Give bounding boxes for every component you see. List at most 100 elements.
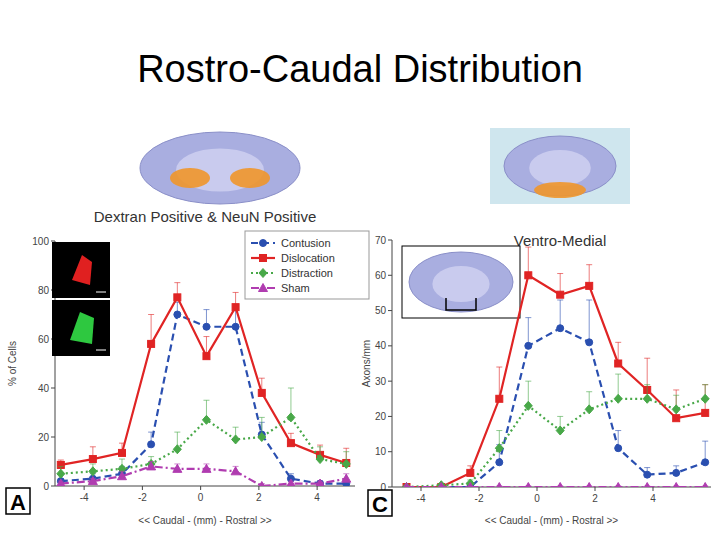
- x-tick-label: -2: [475, 493, 484, 504]
- y-tick-label: 80: [38, 285, 50, 296]
- error-cap: [148, 314, 154, 315]
- data-point: [644, 471, 651, 478]
- data-point: [525, 342, 532, 349]
- legend-label: Dislocation: [281, 252, 335, 264]
- error-stem: [589, 300, 590, 342]
- error-bar: [557, 300, 563, 328]
- data-point: [524, 401, 532, 410]
- error-stem: [151, 315, 152, 344]
- data-point: [147, 462, 156, 470]
- data-point: [316, 479, 325, 486]
- data-point: [702, 459, 709, 466]
- data-point: [342, 474, 351, 482]
- error-cap: [58, 460, 64, 461]
- series-line: [61, 315, 346, 484]
- data-point: [643, 394, 651, 403]
- data-point: [701, 394, 709, 403]
- error-cap: [343, 448, 349, 449]
- error-cap: [615, 342, 621, 343]
- data-point: [232, 304, 239, 311]
- x-tick: [653, 487, 654, 491]
- data-point: [402, 483, 411, 488]
- cord-section: [140, 132, 300, 204]
- data-point: [495, 444, 503, 453]
- x-tick-label: -4: [417, 493, 426, 504]
- y-axis-label: Axons/mm: [361, 340, 372, 387]
- error-cap: [496, 430, 502, 431]
- y-tick-label: 0: [43, 481, 49, 492]
- data-point: [56, 479, 65, 486]
- data-point: [89, 467, 97, 476]
- error-cap: [58, 466, 64, 467]
- x-tick-label: 0: [198, 492, 204, 503]
- data-point: [586, 282, 593, 289]
- y-tick-label: 40: [375, 340, 387, 351]
- data-point: [496, 395, 503, 402]
- data-point: [615, 445, 622, 452]
- error-cap: [233, 427, 239, 428]
- error-cap: [586, 391, 592, 392]
- series: [57, 388, 350, 478]
- y-axis-label: % of Cells: [7, 341, 18, 386]
- data-point: [258, 389, 265, 396]
- error-cap: [525, 247, 531, 248]
- y-axis: [392, 240, 393, 487]
- x-tick-label: 2: [256, 492, 262, 503]
- y-tick: [51, 437, 55, 438]
- data-point: [672, 405, 680, 414]
- data-point: [57, 469, 65, 478]
- data-point: [203, 323, 210, 330]
- data-point: [174, 294, 181, 301]
- data-point: [118, 449, 125, 456]
- y-tick-label: 70: [375, 235, 387, 246]
- x-tick-label: -2: [138, 492, 147, 503]
- error-cap: [615, 374, 621, 375]
- data-point: [556, 426, 564, 435]
- y-tick: [388, 310, 392, 311]
- x-tick-label: 2: [592, 493, 598, 504]
- x-axis-label: << Caudal - (mm) - Rostral >>: [138, 515, 272, 526]
- data-point: [203, 353, 210, 360]
- error-cap: [702, 384, 708, 385]
- data-point: [495, 483, 504, 488]
- data-point: [615, 360, 622, 367]
- y-tick-label: 60: [38, 334, 50, 345]
- cord-image: [140, 132, 300, 204]
- panel-letter: C: [372, 492, 388, 517]
- y-tick-label: 40: [38, 383, 50, 394]
- panel-label: A: [6, 488, 30, 515]
- red-cell: [72, 255, 92, 285]
- error-bar: [702, 385, 708, 413]
- x-tick-label: -4: [80, 492, 89, 503]
- data-point: [701, 483, 710, 488]
- x-axis: [55, 486, 355, 487]
- label-spot: [170, 168, 210, 188]
- data-point: [467, 469, 474, 476]
- series-line: [61, 297, 346, 465]
- error-cap: [90, 446, 96, 447]
- x-tick-label: 0: [534, 493, 540, 504]
- error-cap: [288, 388, 294, 389]
- error-cap: [702, 441, 708, 442]
- error-cap: [557, 416, 563, 417]
- data-point: [232, 323, 239, 330]
- data-point: [257, 482, 266, 487]
- data-point: [614, 483, 623, 488]
- error-cap: [203, 400, 209, 401]
- label-spot: [534, 182, 586, 198]
- x-tick: [200, 486, 201, 490]
- legend-label: Sham: [281, 282, 310, 294]
- data-point: [148, 441, 155, 448]
- error-cap: [203, 309, 209, 310]
- y-tick: [388, 275, 392, 276]
- data-point: [466, 483, 475, 488]
- data-point: [585, 483, 594, 488]
- data-point: [643, 483, 652, 488]
- error-cap: [586, 299, 592, 300]
- x-tick: [595, 487, 596, 491]
- fluor-red-inset: [52, 242, 110, 298]
- data-point: [673, 415, 680, 422]
- legend-label: Distraction: [281, 267, 333, 279]
- x-tick: [258, 486, 259, 490]
- x-tick: [317, 486, 318, 490]
